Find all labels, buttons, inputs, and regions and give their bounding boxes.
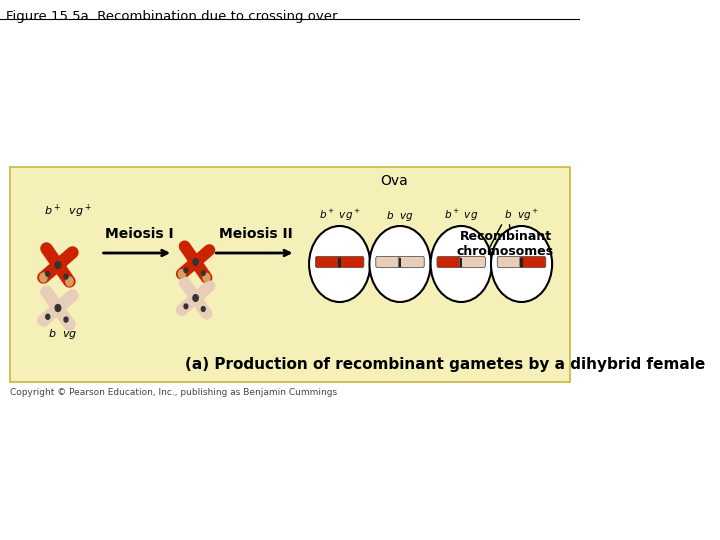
Circle shape xyxy=(179,306,185,314)
Circle shape xyxy=(40,273,47,282)
Circle shape xyxy=(55,305,60,312)
Circle shape xyxy=(42,244,50,253)
FancyBboxPatch shape xyxy=(398,256,424,268)
Text: $b$  $vg^+$: $b$ $vg^+$ xyxy=(504,208,539,223)
Circle shape xyxy=(69,248,76,257)
Circle shape xyxy=(69,291,76,300)
Circle shape xyxy=(42,287,50,296)
Circle shape xyxy=(179,269,185,278)
Bar xyxy=(521,258,523,267)
Text: Figure 15.5a  Recombination due to crossing over: Figure 15.5a Recombination due to crossi… xyxy=(6,10,338,23)
FancyBboxPatch shape xyxy=(338,256,364,268)
Circle shape xyxy=(40,316,47,325)
Ellipse shape xyxy=(491,226,552,302)
Circle shape xyxy=(55,261,60,268)
Text: $b^+$ $vg^+$: $b^+$ $vg^+$ xyxy=(319,208,361,223)
Circle shape xyxy=(181,242,188,251)
Text: Meiosis II: Meiosis II xyxy=(219,227,293,241)
Ellipse shape xyxy=(309,226,370,302)
Circle shape xyxy=(66,320,73,329)
Bar xyxy=(338,258,341,267)
FancyBboxPatch shape xyxy=(520,256,546,268)
Text: Copyright © Pearson Education, Inc., publishing as Benjamin Cummings: Copyright © Pearson Education, Inc., pub… xyxy=(9,388,337,397)
Text: Meiosis I: Meiosis I xyxy=(105,227,174,241)
Text: $b$  $vg$: $b$ $vg$ xyxy=(48,327,78,341)
Text: $b^+$  $vg^+$: $b^+$ $vg^+$ xyxy=(44,202,92,220)
Ellipse shape xyxy=(369,226,431,302)
Circle shape xyxy=(202,307,205,312)
FancyBboxPatch shape xyxy=(437,256,463,268)
Circle shape xyxy=(206,246,213,254)
Bar xyxy=(460,258,462,267)
FancyBboxPatch shape xyxy=(315,256,341,268)
FancyBboxPatch shape xyxy=(9,167,570,382)
Circle shape xyxy=(181,278,188,287)
Circle shape xyxy=(184,268,188,273)
Text: $b$  $vg$: $b$ $vg$ xyxy=(386,209,414,223)
Circle shape xyxy=(64,317,68,322)
Bar xyxy=(399,258,401,267)
Circle shape xyxy=(193,259,198,265)
Circle shape xyxy=(203,273,210,282)
Text: Recombinant
chromosomes: Recombinant chromosomes xyxy=(457,230,554,258)
Circle shape xyxy=(193,295,198,301)
FancyBboxPatch shape xyxy=(498,256,523,268)
Circle shape xyxy=(202,271,205,275)
Ellipse shape xyxy=(431,226,492,302)
Text: Ova: Ova xyxy=(380,174,408,188)
Circle shape xyxy=(66,277,73,286)
Circle shape xyxy=(64,274,68,279)
Circle shape xyxy=(46,271,50,276)
Circle shape xyxy=(46,314,50,319)
Circle shape xyxy=(184,304,188,309)
FancyBboxPatch shape xyxy=(459,256,485,268)
Circle shape xyxy=(206,282,213,291)
Text: $b^+$ $vg$: $b^+$ $vg$ xyxy=(444,208,478,223)
Circle shape xyxy=(203,309,210,318)
FancyBboxPatch shape xyxy=(376,256,402,268)
Text: (a) Production of recombinant gametes by a dihybrid female: (a) Production of recombinant gametes by… xyxy=(185,357,706,372)
